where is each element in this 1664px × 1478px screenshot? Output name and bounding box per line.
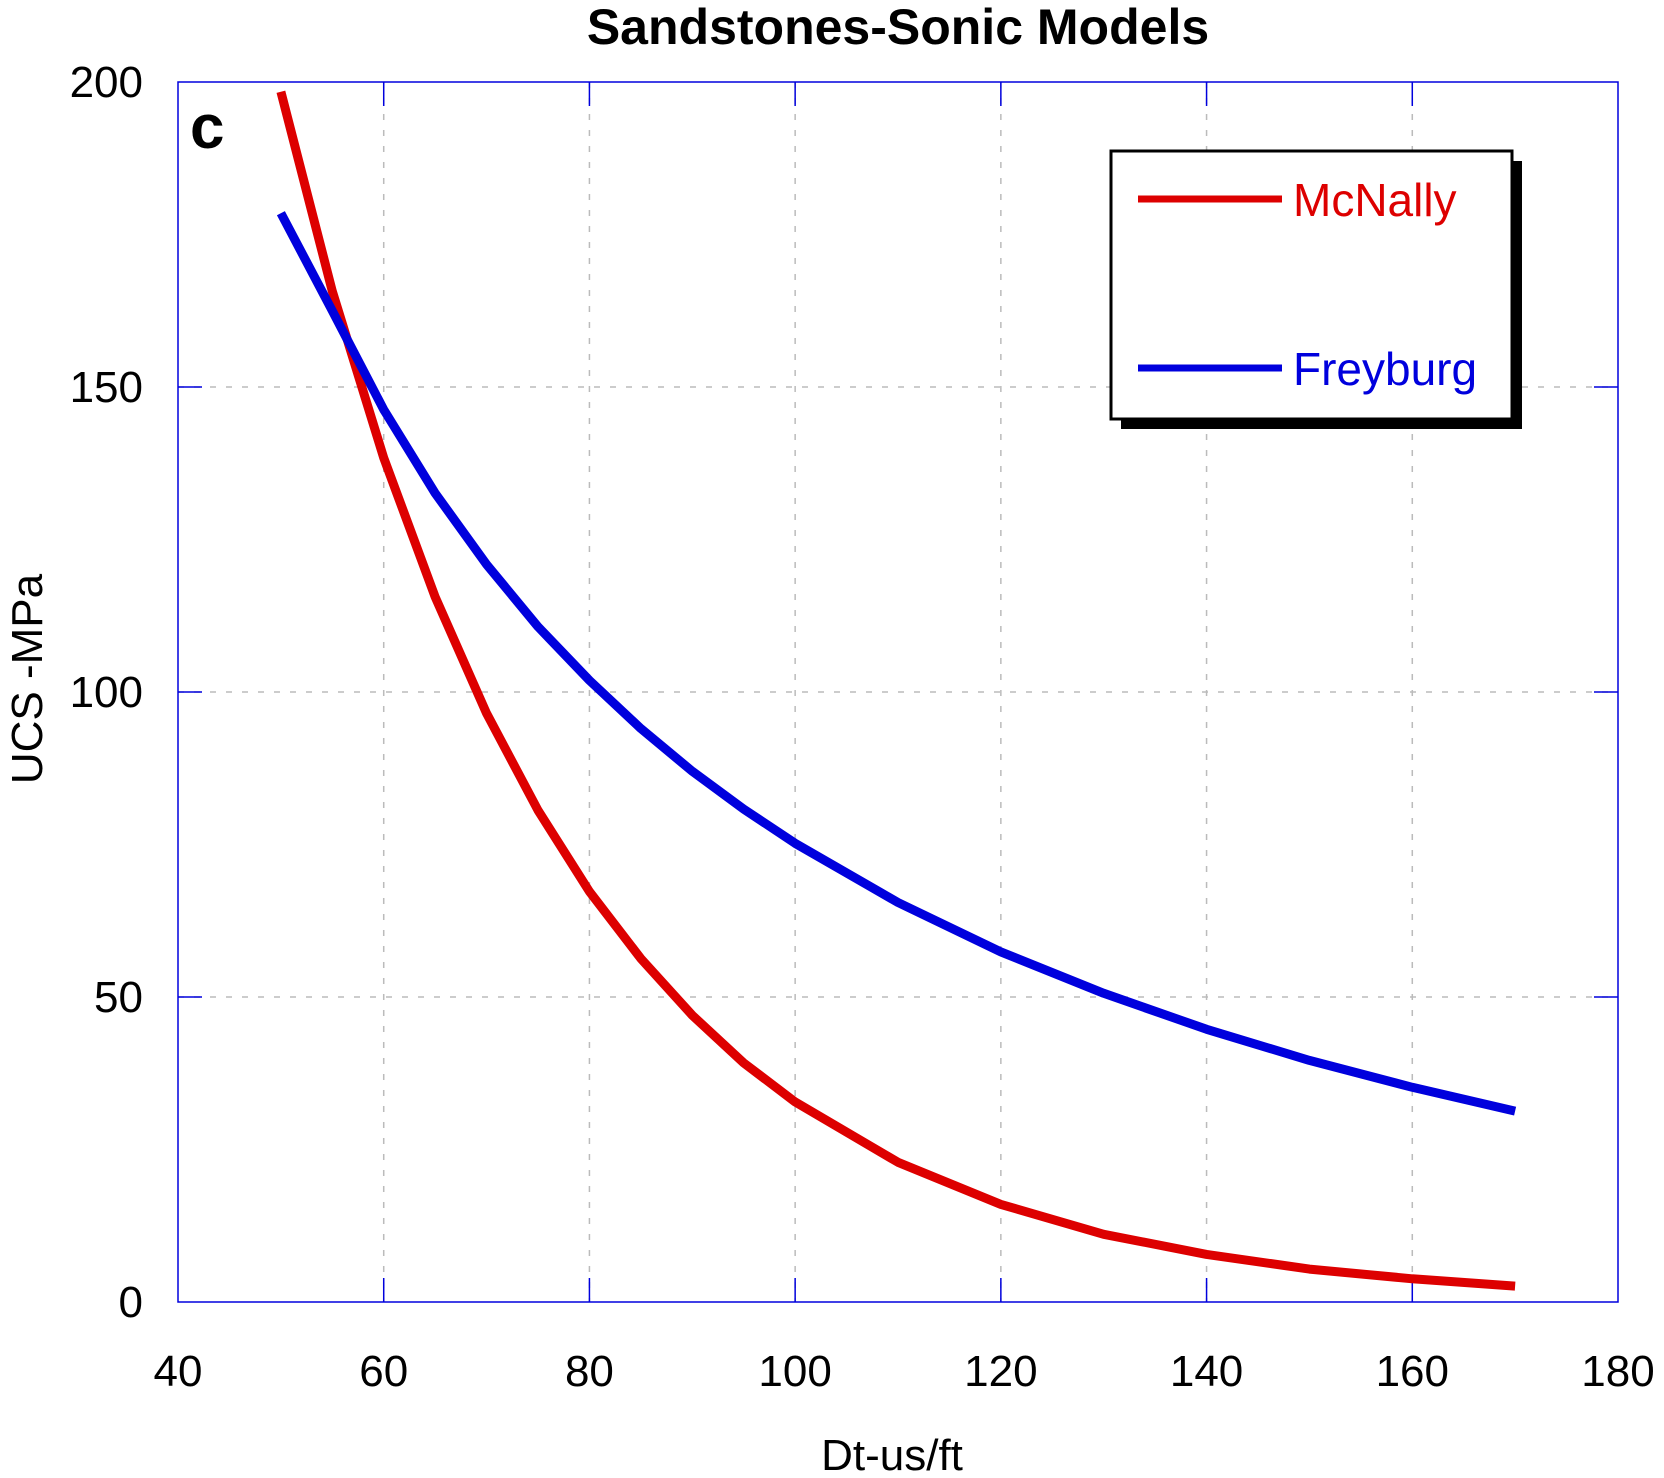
y-tick-label: 200 [70,58,143,107]
y-axis-label: UCS -MPa [3,573,52,784]
x-tick-label: 40 [154,1347,203,1396]
tick-labels: 40 60 80 100 120 140 160 180 0 50 100 150 200 [70,58,1655,1396]
series-line-freyburg [276,211,1517,1116]
y-tick-label: 0 [119,1278,143,1327]
x-tick-label: 100 [758,1347,831,1396]
chart-title: Sandstones-Sonic Models [587,0,1209,55]
x-tick-label: 80 [565,1347,614,1396]
legend-label-freyburg: Freyburg [1293,343,1477,395]
y-tick-label: 50 [94,973,143,1022]
x-axis-label: Dt-us/ft [821,1431,963,1478]
x-tick-label: 120 [964,1347,1037,1396]
x-tick-label: 180 [1581,1347,1654,1396]
x-tick-label: 140 [1170,1347,1243,1396]
legend-label-mcnally: McNally [1293,174,1457,226]
y-tick-label: 150 [70,363,143,412]
x-tick-label: 60 [359,1347,408,1396]
x-tick-label: 160 [1376,1347,1449,1396]
gridlines [178,82,1618,1302]
legend: McNally Freyburg [1109,149,1522,429]
series-line-mcnally [276,90,1516,1291]
panel-label: c [190,93,224,162]
series-lines [276,90,1517,1291]
axis-ticks [178,82,1618,1302]
y-tick-label: 100 [70,668,143,717]
